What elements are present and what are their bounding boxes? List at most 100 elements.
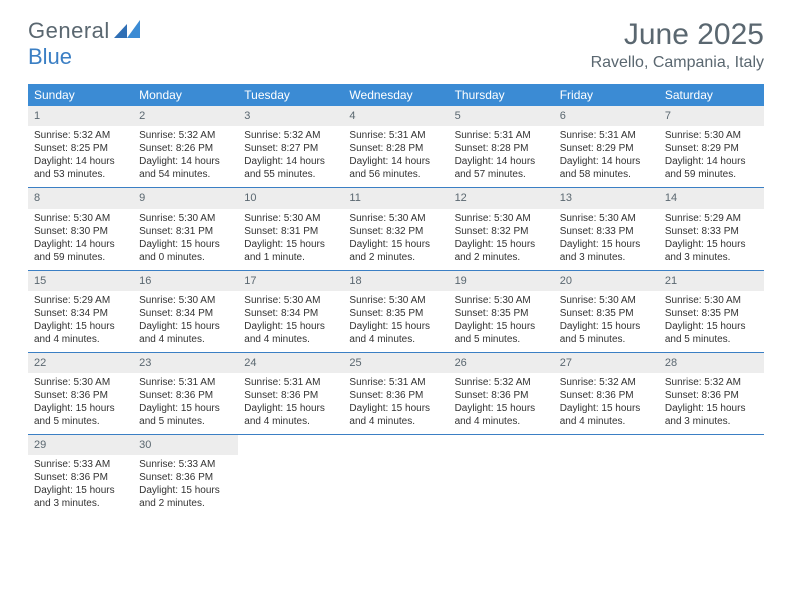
- empty-cell: [449, 435, 554, 516]
- day-header-sunday: Sunday: [28, 84, 133, 106]
- sunset-text: Sunset: 8:30 PM: [34, 225, 127, 238]
- day-body: Sunrise: 5:31 AMSunset: 8:28 PMDaylight:…: [343, 129, 448, 181]
- daylight-text: Daylight: 14 hours and 58 minutes.: [560, 155, 653, 181]
- day-body: Sunrise: 5:30 AMSunset: 8:35 PMDaylight:…: [449, 294, 554, 346]
- sunrise-text: Sunrise: 5:30 AM: [455, 212, 548, 225]
- sunset-text: Sunset: 8:26 PM: [139, 142, 232, 155]
- header: General June 2025 Ravello, Campania, Ita…: [0, 0, 792, 78]
- sunrise-text: Sunrise: 5:32 AM: [244, 129, 337, 142]
- day-number: 12: [449, 188, 554, 208]
- day-number: 23: [133, 353, 238, 373]
- sunset-text: Sunset: 8:29 PM: [665, 142, 758, 155]
- day-cell: 8Sunrise: 5:30 AMSunset: 8:30 PMDaylight…: [28, 188, 133, 269]
- sunrise-text: Sunrise: 5:32 AM: [560, 376, 653, 389]
- sunrise-text: Sunrise: 5:30 AM: [244, 294, 337, 307]
- sunset-text: Sunset: 8:36 PM: [244, 389, 337, 402]
- sunrise-text: Sunrise: 5:32 AM: [455, 376, 548, 389]
- day-number: 4: [343, 106, 448, 126]
- daylight-text: Daylight: 15 hours and 4 minutes.: [349, 320, 442, 346]
- day-body: Sunrise: 5:32 AMSunset: 8:25 PMDaylight:…: [28, 129, 133, 181]
- day-header-wednesday: Wednesday: [343, 84, 448, 106]
- day-body: Sunrise: 5:30 AMSunset: 8:34 PMDaylight:…: [238, 294, 343, 346]
- day-cell: 29Sunrise: 5:33 AMSunset: 8:36 PMDayligh…: [28, 435, 133, 516]
- day-body: Sunrise: 5:30 AMSunset: 8:33 PMDaylight:…: [554, 212, 659, 264]
- day-number: 7: [659, 106, 764, 126]
- daylight-text: Daylight: 14 hours and 53 minutes.: [34, 155, 127, 181]
- week-row: 22Sunrise: 5:30 AMSunset: 8:36 PMDayligh…: [28, 352, 764, 434]
- week-row: 8Sunrise: 5:30 AMSunset: 8:30 PMDaylight…: [28, 187, 764, 269]
- week-row: 29Sunrise: 5:33 AMSunset: 8:36 PMDayligh…: [28, 434, 764, 516]
- location: Ravello, Campania, Italy: [591, 54, 764, 72]
- day-cell: 1 Sunrise: 5:32 AMSunset: 8:25 PMDaylight…: [28, 106, 133, 187]
- sunset-text: Sunset: 8:34 PM: [34, 307, 127, 320]
- daylight-text: Daylight: 14 hours and 57 minutes.: [455, 155, 548, 181]
- day-cell: 24Sunrise: 5:31 AMSunset: 8:36 PMDayligh…: [238, 353, 343, 434]
- logo-word1: General: [28, 18, 110, 44]
- day-number: 11: [343, 188, 448, 208]
- title-block: June 2025 Ravello, Campania, Italy: [591, 18, 764, 72]
- day-number: 24: [238, 353, 343, 373]
- daylight-text: Daylight: 15 hours and 4 minutes.: [349, 402, 442, 428]
- month-title: June 2025: [591, 18, 764, 52]
- day-body: Sunrise: 5:32 AMSunset: 8:36 PMDaylight:…: [554, 376, 659, 428]
- day-cell: 5Sunrise: 5:31 AMSunset: 8:28 PMDaylight…: [449, 106, 554, 187]
- sunrise-text: Sunrise: 5:30 AM: [349, 212, 442, 225]
- day-cell: 13Sunrise: 5:30 AMSunset: 8:33 PMDayligh…: [554, 188, 659, 269]
- daylight-text: Daylight: 15 hours and 4 minutes.: [244, 402, 337, 428]
- day-body: Sunrise: 5:33 AMSunset: 8:36 PMDaylight:…: [133, 458, 238, 510]
- day-cell: 20 Sunrise: 5:30 AMSunset: 8:35 PMDayligh…: [554, 271, 659, 352]
- day-cell: 17 Sunrise: 5:30 AMSunset: 8:34 PMDayligh…: [238, 271, 343, 352]
- day-cell: 16Sunrise: 5:30 AMSunset: 8:34 PMDayligh…: [133, 271, 238, 352]
- daylight-text: Daylight: 15 hours and 1 minute.: [244, 238, 337, 264]
- sunset-text: Sunset: 8:25 PM: [34, 142, 127, 155]
- sunrise-text: Sunrise: 5:30 AM: [560, 294, 653, 307]
- daylight-text: Daylight: 15 hours and 4 minutes.: [34, 320, 127, 346]
- daylight-text: Daylight: 15 hours and 2 minutes.: [455, 238, 548, 264]
- sunset-text: Sunset: 8:36 PM: [455, 389, 548, 402]
- daylight-text: Daylight: 15 hours and 3 minutes.: [665, 238, 758, 264]
- day-number: 19: [449, 271, 554, 291]
- day-number: 3: [238, 106, 343, 126]
- day-body: Sunrise: 5:29 AMSunset: 8:33 PMDaylight:…: [659, 212, 764, 264]
- daylight-text: Daylight: 15 hours and 5 minutes.: [665, 320, 758, 346]
- sunrise-text: Sunrise: 5:30 AM: [34, 212, 127, 225]
- sunset-text: Sunset: 8:36 PM: [34, 389, 127, 402]
- sunset-text: Sunset: 8:35 PM: [455, 307, 548, 320]
- day-body: Sunrise: 5:30 AMSunset: 8:31 PMDaylight:…: [238, 212, 343, 264]
- sunset-text: Sunset: 8:33 PM: [665, 225, 758, 238]
- sunset-text: Sunset: 8:36 PM: [139, 389, 232, 402]
- week-row: 1Sunrise: 5:32 AMSunset: 8:25 PMDaylight…: [28, 106, 764, 187]
- daylight-text: Daylight: 15 hours and 2 minutes.: [139, 484, 232, 510]
- day-body: Sunrise: 5:30 AMSunset: 8:35 PMDaylight:…: [554, 294, 659, 346]
- day-body: Sunrise: 5:30 AMSunset: 8:35 PMDaylight:…: [343, 294, 448, 346]
- day-number: 17: [238, 271, 343, 291]
- day-cell: 18Sunrise: 5:30 AMSunset: 8:35 PMDayligh…: [343, 271, 448, 352]
- day-cell: 14Sunrise: 5:29 AMSunset: 8:33 PMDayligh…: [659, 188, 764, 269]
- empty-cell: [554, 435, 659, 516]
- sunrise-text: Sunrise: 5:30 AM: [455, 294, 548, 307]
- sunset-text: Sunset: 8:36 PM: [349, 389, 442, 402]
- day-number: 29: [28, 435, 133, 455]
- sunset-text: Sunset: 8:35 PM: [349, 307, 442, 320]
- day-number: 1: [28, 106, 133, 126]
- day-number: 21: [659, 271, 764, 291]
- day-cell: 28Sunrise: 5:32 AMSunset: 8:36 PMDayligh…: [659, 353, 764, 434]
- sunset-text: Sunset: 8:36 PM: [665, 389, 758, 402]
- day-header-row: SundayMondayTuesdayWednesdayThursdayFrid…: [28, 84, 764, 106]
- sunrise-text: Sunrise: 5:31 AM: [455, 129, 548, 142]
- daylight-text: Daylight: 15 hours and 4 minutes.: [139, 320, 232, 346]
- day-header-friday: Friday: [554, 84, 659, 106]
- logo: General: [28, 18, 140, 44]
- sunrise-text: Sunrise: 5:30 AM: [560, 212, 653, 225]
- sunset-text: Sunset: 8:29 PM: [560, 142, 653, 155]
- day-header-saturday: Saturday: [659, 84, 764, 106]
- daylight-text: Daylight: 14 hours and 54 minutes.: [139, 155, 232, 181]
- day-header-tuesday: Tuesday: [238, 84, 343, 106]
- daylight-text: Daylight: 15 hours and 4 minutes.: [244, 320, 337, 346]
- daylight-text: Daylight: 15 hours and 2 minutes.: [349, 238, 442, 264]
- sunset-text: Sunset: 8:35 PM: [665, 307, 758, 320]
- sunset-text: Sunset: 8:31 PM: [139, 225, 232, 238]
- daylight-text: Daylight: 15 hours and 5 minutes.: [139, 402, 232, 428]
- day-number: 20: [554, 271, 659, 291]
- day-body: Sunrise: 5:30 AMSunset: 8:30 PMDaylight:…: [28, 212, 133, 264]
